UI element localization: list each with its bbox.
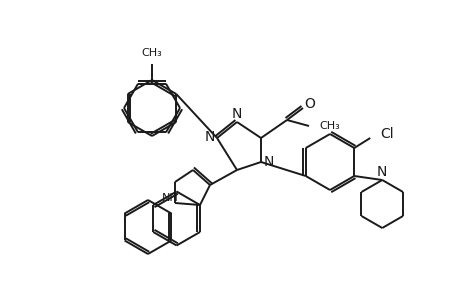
Text: O: O [304,97,315,111]
Text: N: N [263,155,274,169]
Text: N: N [231,107,241,121]
Text: CH₃: CH₃ [141,48,162,58]
Text: N: N [204,130,215,144]
Text: Cl: Cl [380,127,393,141]
Text: NH: NH [161,193,178,203]
Text: N: N [376,165,386,179]
Text: CH₃: CH₃ [318,121,339,131]
